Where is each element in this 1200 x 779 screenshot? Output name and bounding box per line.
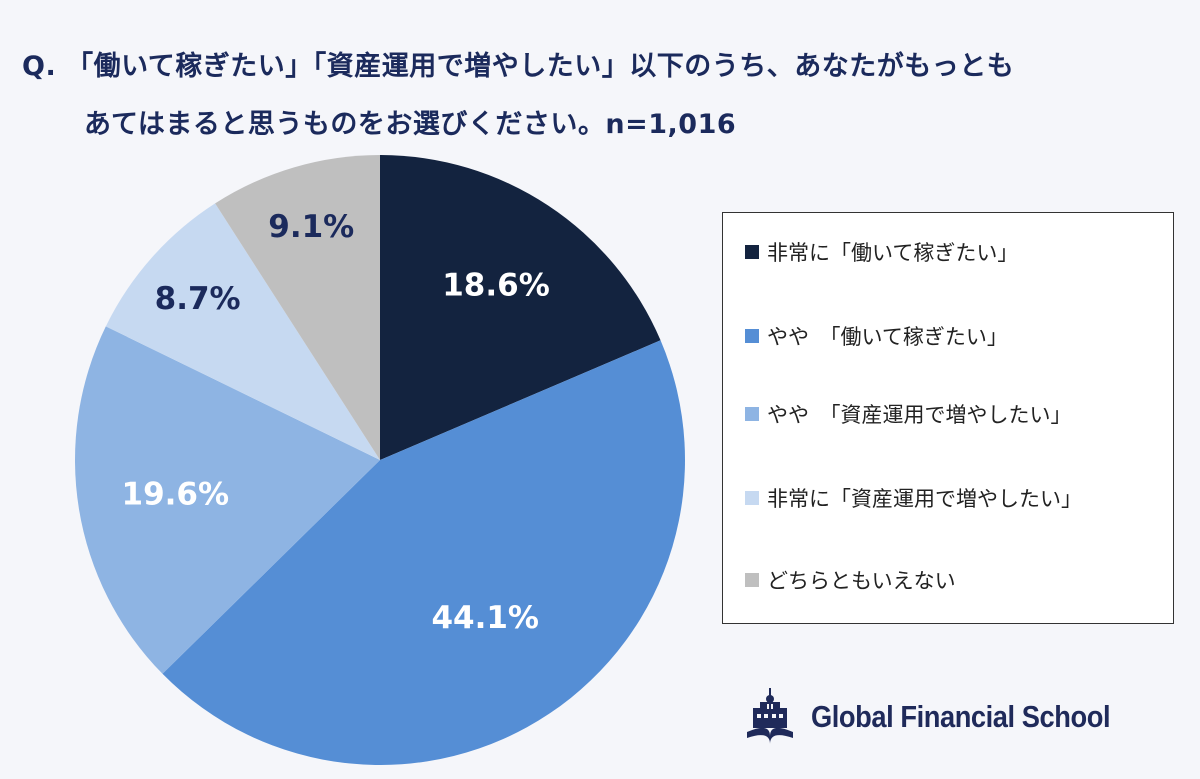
legend-label: どちらともいえない	[767, 569, 956, 593]
title-line-2: あてはまると思うものをお選びください。n=1,016	[84, 109, 737, 140]
legend-item: 非常に「資産運用で増やしたい」	[745, 483, 1082, 513]
legend-label: 非常に「資産運用で増やしたい」	[767, 487, 1082, 511]
pie-slice-4	[215, 155, 380, 460]
pie-slice-0	[380, 155, 661, 460]
data-label-1: 44.1%	[431, 600, 539, 636]
legend-item: やや 「資産運用で増やしたい」	[745, 399, 1072, 429]
data-label-2: 19.6%	[122, 476, 230, 512]
pie-slice-1	[162, 340, 685, 765]
legend: 非常に「働いて稼ぎたい」 やや 「働いて稼ぎたい」やや 「資産運用で増やしたい」非…	[722, 212, 1174, 624]
legend-label: やや 「働いて稼ぎたい」	[767, 325, 1008, 349]
logo: Global Financial School	[745, 688, 1151, 746]
title-line-1: Q. 「働いて稼ぎたい」「資産運用で増やしたい」以下のうち、あなたがもっとも	[22, 51, 1015, 82]
legend-item: どちらともいえない	[745, 565, 956, 595]
data-label-0: 18.6%	[442, 267, 550, 303]
legend-label: やや 「資産運用で増やしたい」	[767, 403, 1072, 427]
pie-slice-3	[105, 203, 380, 461]
legend-swatch	[745, 407, 759, 421]
legend-item: 非常に「働いて稼ぎたい」	[745, 237, 1018, 267]
chart-title: Q. 「働いて稼ぎたい」「資産運用で増やしたい」以下のうち、あなたがもっとも あ…	[22, 38, 1014, 154]
legend-swatch	[745, 245, 759, 259]
school-building-icon	[747, 688, 793, 744]
legend-item: やや 「働いて稼ぎたい」	[745, 321, 1008, 351]
legend-swatch	[745, 491, 759, 505]
pie-slice-2	[74, 326, 381, 674]
legend-swatch	[745, 573, 759, 587]
legend-swatch	[745, 329, 759, 343]
data-label-3: 8.7%	[155, 281, 241, 317]
legend-label: 非常に「働いて稼ぎたい」	[767, 241, 1019, 265]
data-label-4: 9.1%	[268, 209, 354, 245]
logo-text: Global Financial School	[811, 699, 1111, 734]
